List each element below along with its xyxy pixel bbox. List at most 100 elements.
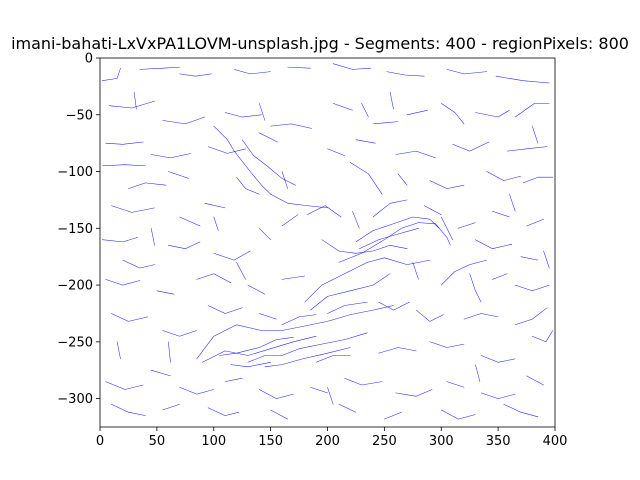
- segment-line: [207, 407, 240, 416]
- x-tick-label: 100: [201, 434, 226, 449]
- segment-line: [332, 103, 353, 111]
- segment-line: [492, 211, 510, 218]
- segment-line: [480, 355, 516, 363]
- segment-line: [395, 150, 436, 159]
- segment-line: [423, 205, 442, 215]
- segment-line: [213, 216, 219, 231]
- segment-line: [355, 139, 376, 144]
- segment-line: [359, 228, 419, 249]
- y-tick-label: −250: [57, 335, 93, 350]
- segment-line: [122, 259, 155, 269]
- segment-line: [378, 347, 417, 354]
- segment-line: [361, 103, 369, 118]
- segment-line: [213, 250, 251, 261]
- segment-line: [395, 389, 433, 397]
- segment-line: [503, 404, 539, 418]
- segment-line: [415, 309, 444, 322]
- segment-line: [162, 404, 180, 411]
- segment-line: [162, 116, 205, 125]
- segment-line: [168, 341, 171, 363]
- segment-line: [139, 66, 180, 70]
- segment-line: [429, 180, 465, 189]
- segment-line: [352, 211, 360, 229]
- segment-line: [259, 228, 271, 240]
- x-tick-label: 400: [543, 434, 568, 449]
- plot-frame: [99, 57, 556, 428]
- segment-line: [452, 141, 490, 152]
- segment-line: [469, 273, 482, 303]
- segment-line: [441, 103, 465, 125]
- segment-line: [310, 273, 391, 311]
- x-axis: 0 50 100 150 200 250 300 350 400: [96, 427, 568, 449]
- segment-line: [150, 369, 171, 377]
- segment-line: [384, 411, 402, 420]
- segment-line: [463, 313, 499, 320]
- segment-line: [378, 301, 410, 311]
- segment-line: [179, 216, 201, 227]
- segment-line: [224, 377, 243, 382]
- segment-line: [441, 409, 476, 420]
- segment-line: [514, 307, 548, 326]
- segment-line: [196, 273, 232, 284]
- y-tick-label: −300: [57, 392, 93, 407]
- y-tick-label: −100: [57, 165, 93, 180]
- segment-line: [259, 132, 278, 143]
- segment-line: [105, 141, 144, 145]
- segment-line: [207, 146, 246, 154]
- segment-line: [486, 171, 522, 181]
- segment-line: [259, 313, 277, 320]
- segment-line: [321, 239, 408, 254]
- segment-line: [224, 112, 262, 118]
- segment-line: [338, 404, 357, 413]
- chart-title: imani-bahati-LxVxPA1LOVM-unsplash.jpg - …: [11, 34, 629, 53]
- segment-line: [111, 313, 149, 322]
- segment-line: [108, 100, 155, 109]
- segment-line: [116, 341, 121, 360]
- segment-line: [338, 222, 451, 263]
- segment-line: [204, 203, 226, 209]
- segment-line: [372, 121, 399, 125]
- x-tick-label: 250: [372, 434, 397, 449]
- segment-line: [492, 273, 508, 280]
- segment-line: [332, 63, 371, 70]
- segment-line: [495, 75, 550, 84]
- segment-line: [412, 262, 419, 280]
- segment-line: [522, 176, 553, 184]
- y-tick-label: 0: [85, 52, 93, 67]
- segment-line: [429, 341, 465, 348]
- segment-line: [213, 125, 328, 209]
- x-tick-label: 50: [149, 434, 166, 449]
- segment-line: [543, 250, 550, 269]
- segment-line: [281, 171, 288, 189]
- segment-line: [327, 301, 368, 314]
- segment-line: [150, 153, 192, 159]
- x-tick-label: 200: [315, 434, 340, 449]
- segment-line: [304, 257, 431, 303]
- segment-line: [475, 239, 513, 249]
- segment-line: [264, 347, 351, 368]
- segment-line: [105, 381, 144, 390]
- segment-line: [344, 377, 383, 386]
- segment-line: [233, 69, 271, 75]
- segment-line: [179, 73, 212, 77]
- segment-line: [111, 404, 146, 416]
- segment-line: [202, 335, 317, 363]
- segment-line: [196, 305, 394, 360]
- segment-line: [355, 216, 440, 243]
- segment-line: [207, 305, 243, 314]
- x-tick-label: 300: [429, 434, 454, 449]
- segment-line: [259, 389, 294, 399]
- segment-line: [520, 256, 539, 261]
- segment-line: [310, 387, 328, 394]
- segment-line: [236, 176, 260, 195]
- segment-line: [480, 392, 516, 399]
- segment-line: [532, 330, 553, 343]
- segment-line: [150, 228, 155, 246]
- segment-line: [281, 275, 306, 280]
- segment-line: [247, 332, 368, 363]
- segment-line: [315, 355, 351, 363]
- y-tick-label: −50: [66, 108, 93, 123]
- segment-line: [162, 330, 197, 337]
- segment-line: [247, 284, 266, 295]
